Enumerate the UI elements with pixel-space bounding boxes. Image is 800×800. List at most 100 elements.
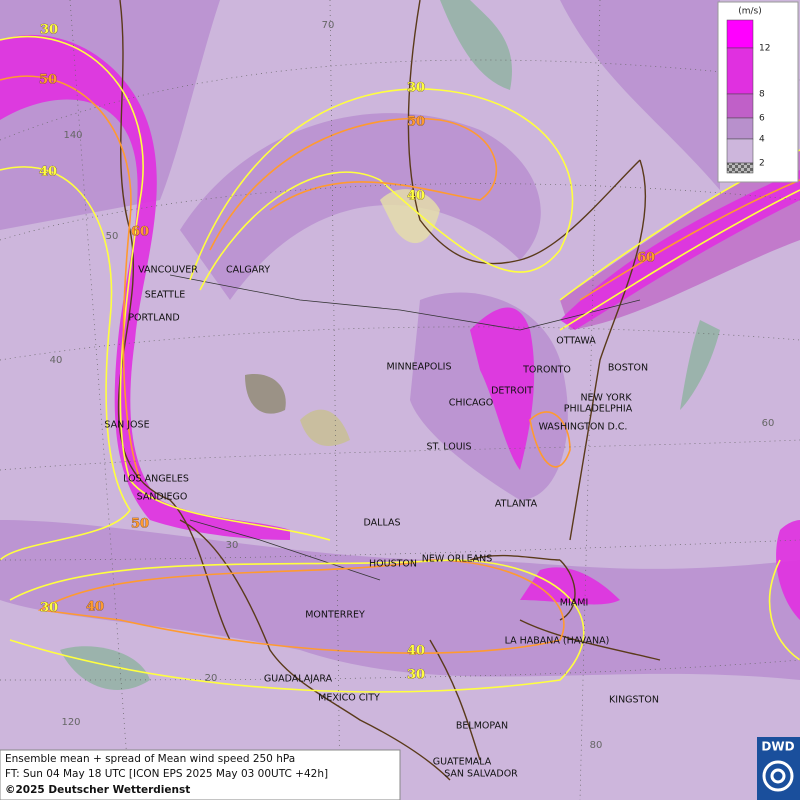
graticule-label: 60 [762, 418, 775, 429]
contour-label: 50 [131, 517, 149, 532]
isotach [189, 88, 574, 291]
land-feature [680, 320, 720, 410]
legend-tick-label: 4 [759, 135, 765, 145]
legend-swatch [726, 138, 754, 164]
legend-swatch [726, 47, 754, 95]
city-label: LOS ANGELES [123, 474, 189, 485]
city-label: LA HABANA (HAVANA) [505, 636, 610, 647]
graticule [0, 59, 800, 141]
city-label: VANCOUVER [138, 265, 198, 276]
graticule [0, 659, 800, 681]
contour-label: 30 [40, 601, 58, 616]
legend: (m/s) 12 8 6 4 2 [717, 1, 799, 183]
city-label: PORTLAND [128, 313, 179, 324]
city-label: PHILADELPHIA [564, 404, 633, 415]
coastline [469, 554, 576, 621]
graticule [0, 183, 800, 241]
isotach [768, 559, 800, 661]
city-label: SANDIEGO [137, 492, 188, 503]
city-label: CHICAGO [449, 398, 493, 409]
contour-label: 30 [407, 81, 425, 96]
label-layer: VANCOUVER CALGARY SEATTLE PORTLAND MINNEAPOL… [39, 20, 775, 780]
land-feature [60, 646, 150, 690]
coastline [569, 159, 647, 541]
logo-swirl [762, 760, 794, 792]
contour-label: 40 [39, 165, 57, 180]
footer: Ensemble mean + spread of Mean wind spee… [0, 749, 401, 800]
coastline [429, 619, 661, 761]
city-label: KINGSTON [609, 695, 659, 706]
graticule [329, 0, 341, 800]
graticule [0, 539, 800, 561]
isotach [0, 166, 131, 561]
contour-label: 40 [86, 600, 104, 615]
city-label: MONTERREY [305, 610, 365, 621]
graticule-label: 40 [50, 355, 63, 366]
border [169, 274, 641, 331]
legend-tick-label: 8 [759, 90, 765, 100]
jet-core [520, 567, 620, 605]
legend-swatch [726, 162, 754, 174]
land-feature [245, 374, 286, 414]
coastline [179, 519, 451, 781]
city-label: BOSTON [608, 363, 648, 374]
contour-label: 50 [407, 115, 425, 130]
contour-label: 40 [407, 644, 425, 659]
city-label: GUATEMALA [433, 757, 492, 768]
isotach [529, 411, 571, 468]
isotach [0, 75, 141, 481]
isotach [209, 117, 498, 251]
coastline [407, 0, 641, 265]
city-label: ATLANTA [495, 499, 538, 510]
city-label: NEW YORK [580, 393, 632, 404]
city-label: SAN SALVADOR [444, 769, 518, 780]
logo-text: DWD [761, 740, 794, 754]
isotach [579, 179, 800, 301]
legend-ticks: 12 8 6 4 2 [759, 44, 770, 169]
city-label: MINNEAPOLIS [386, 362, 451, 373]
city-label: SEATTLE [145, 290, 186, 301]
land-feature [300, 409, 350, 446]
graticule-label: 120 [61, 717, 80, 728]
graticule-label: 140 [63, 130, 82, 141]
graticule-label: 50 [106, 231, 119, 242]
city-label: WASHINGTON D.C. [539, 422, 628, 433]
contour-label: 60 [637, 251, 655, 266]
graticule-label: 30 [226, 540, 239, 551]
graticule-label: 80 [590, 740, 603, 751]
city-label: ST. LOUIS [427, 442, 472, 453]
city-label: DETROIT [491, 386, 533, 397]
legend-swatch [726, 117, 754, 140]
isotach [37, 559, 565, 654]
logo: DWD [757, 737, 800, 800]
city-label: OTTAWA [556, 336, 596, 347]
contour-label: 30 [40, 23, 58, 38]
legend-swatch [726, 19, 754, 49]
land-feature [380, 189, 440, 244]
legend-tick-label: 2 [759, 159, 765, 169]
footer-title: Ensemble mean + spread of Mean wind spee… [5, 753, 295, 765]
city-label: DALLAS [364, 518, 401, 529]
city-label: HOUSTON [369, 559, 417, 570]
legend-tick-label: 6 [759, 114, 765, 124]
wind-area [0, 520, 800, 680]
jet-core [470, 307, 535, 470]
footer-box [0, 749, 401, 800]
city-label: NEW ORLEANS [422, 554, 493, 565]
land-feature [440, 0, 512, 90]
wind-area [560, 0, 720, 190]
jet-core [0, 34, 290, 541]
legend-swatch [726, 93, 754, 119]
border [189, 519, 381, 581]
graticule [579, 0, 601, 800]
city-label: SAN JOSE [104, 420, 149, 431]
city-label: MEXICO CITY [318, 693, 380, 704]
jet-core [560, 170, 800, 330]
city-label: CALGARY [226, 265, 270, 276]
wind-area [0, 0, 220, 230]
footer-forecast: FT: Sun 04 May 18 UTC [ICON EPS 2025 May… [5, 768, 328, 780]
graticule-label: 20 [205, 673, 218, 684]
wind-area [180, 113, 541, 300]
